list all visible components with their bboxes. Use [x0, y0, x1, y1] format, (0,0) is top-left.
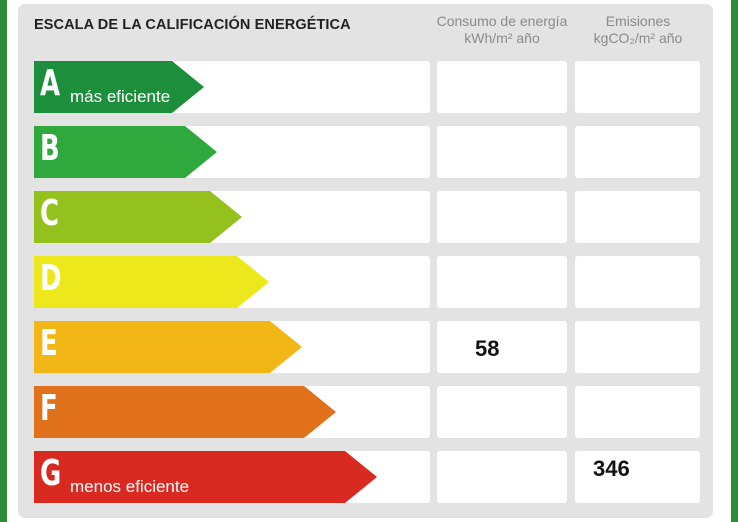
consumption-cell-a: [437, 61, 567, 113]
rating-letter-f: F: [40, 388, 58, 429]
rating-band-c: [34, 191, 242, 243]
rating-letter-d: D: [40, 258, 62, 299]
rating-band-f: [34, 386, 336, 438]
emissions-cell-d: [575, 256, 700, 308]
rating-band-g: [34, 451, 377, 503]
emissions-cell-a: [575, 61, 700, 113]
emissions-cell-f: [575, 386, 700, 438]
scale-title: ESCALA DE LA CALIFICACIÓN ENERGÉTICA: [34, 17, 351, 33]
emissions-header-line1: Emisiones: [605, 13, 671, 29]
emissions-cell-e: [575, 321, 700, 373]
rating-letter-a: A: [40, 63, 61, 104]
rating-band-b: [34, 126, 217, 178]
consumption-cell-f: [437, 386, 567, 438]
emissions-header: Emisiones kgCO₂/m² año: [572, 13, 704, 47]
rating-band-e: [34, 321, 302, 373]
consumption-cell-c: [437, 191, 567, 243]
rating-letter-c: C: [40, 193, 60, 234]
consumption-cell-g: [437, 451, 567, 503]
rating-letter-b: B: [40, 128, 60, 169]
consumption-header-unit: kWh/m² año: [464, 30, 540, 46]
consumption-value: 58: [475, 336, 500, 361]
consumption-cell-d: [437, 256, 567, 308]
emissions-cell-c: [575, 191, 700, 243]
emissions-cell-g: [575, 451, 700, 503]
rating-band-d: [34, 256, 269, 308]
rating-caption-a: más eficiente: [70, 87, 171, 106]
consumption-cell-b: [437, 126, 567, 178]
rating-caption-g: menos eficiente: [70, 477, 190, 496]
rating-letter-g: G: [40, 453, 62, 494]
rating-letter-e: E: [40, 323, 58, 364]
consumption-cell-e: [437, 321, 567, 373]
consumption-header-line1: Consumo de energía: [436, 13, 568, 29]
rating-band-a: [34, 61, 204, 113]
emissions-header-unit: kgCO₂/m² año: [593, 30, 683, 46]
consumption-header: Consumo de energía kWh/m² año: [432, 13, 572, 47]
emissions-cell-b: [575, 126, 700, 178]
emissions-value: 346: [593, 456, 630, 481]
